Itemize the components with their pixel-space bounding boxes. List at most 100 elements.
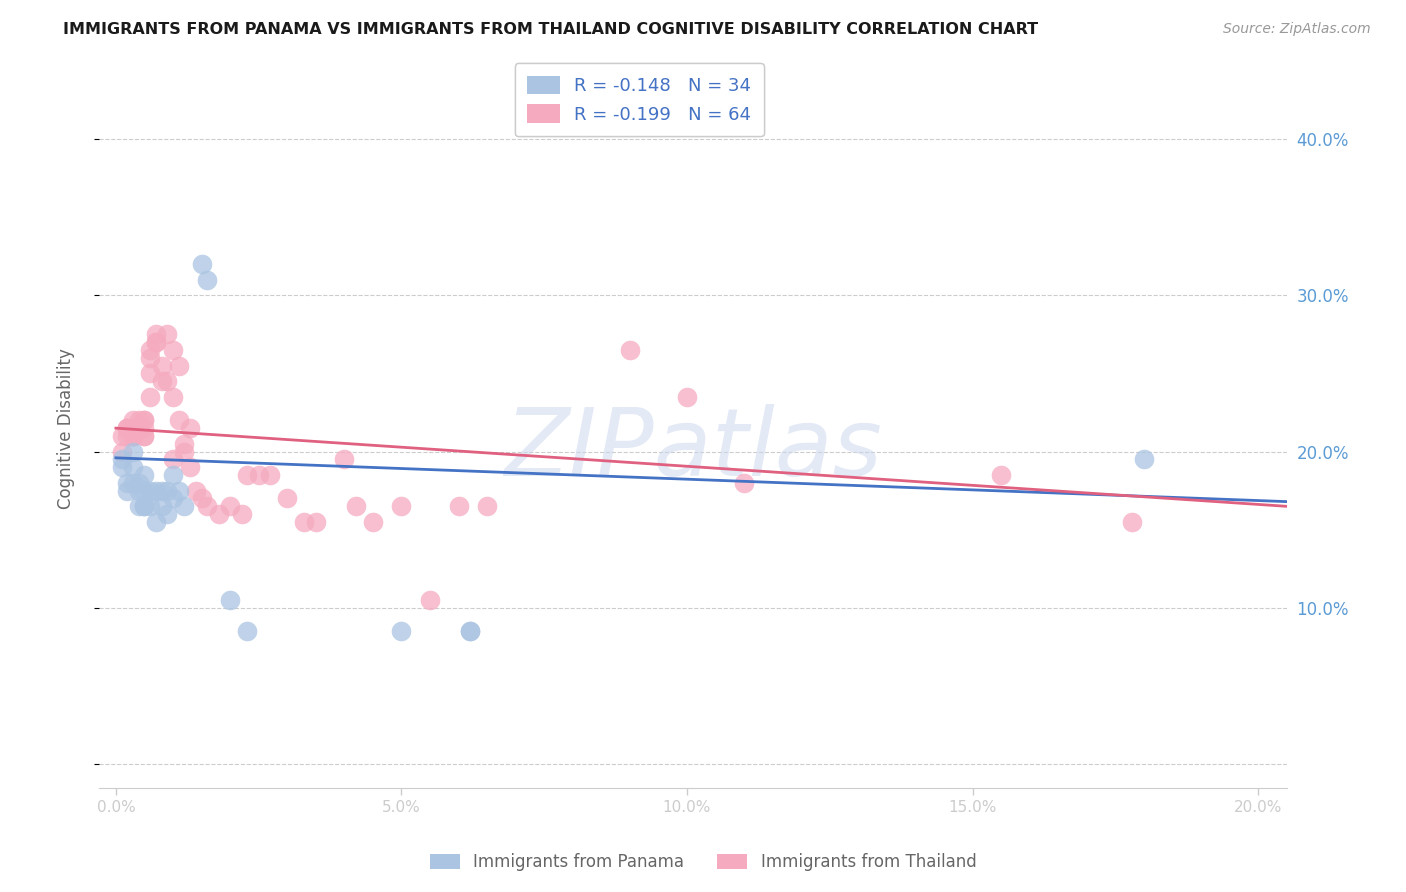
Point xyxy=(733,475,755,490)
Point xyxy=(447,500,470,514)
Text: ZIPatlas: ZIPatlas xyxy=(503,404,882,495)
Point xyxy=(111,452,134,467)
Point xyxy=(134,429,156,443)
Point xyxy=(122,429,145,443)
Point xyxy=(676,390,699,404)
Point xyxy=(145,335,167,350)
Point xyxy=(128,421,150,435)
Point xyxy=(1133,452,1156,467)
Y-axis label: Cognitive Disability: Cognitive Disability xyxy=(58,348,75,508)
Point xyxy=(134,413,156,427)
Point xyxy=(117,421,139,435)
Point xyxy=(259,468,281,483)
Point xyxy=(117,483,139,498)
Point xyxy=(128,413,150,427)
Point xyxy=(150,500,173,514)
Point xyxy=(122,460,145,475)
Point xyxy=(179,460,201,475)
Point xyxy=(162,491,184,506)
Point xyxy=(122,475,145,490)
Point xyxy=(117,475,139,490)
Point xyxy=(292,515,315,529)
Point xyxy=(139,351,162,365)
Point xyxy=(276,491,298,506)
Point xyxy=(139,390,162,404)
Point xyxy=(162,452,184,467)
Point xyxy=(173,444,195,458)
Point xyxy=(134,468,156,483)
Point xyxy=(236,468,259,483)
Point xyxy=(122,429,145,443)
Point xyxy=(150,483,173,498)
Point xyxy=(117,421,139,435)
Point xyxy=(236,624,259,639)
Point xyxy=(195,272,218,286)
Point xyxy=(231,507,253,521)
Point xyxy=(156,374,179,388)
Point xyxy=(111,460,134,475)
Point xyxy=(619,343,641,357)
Point xyxy=(128,475,150,490)
Point xyxy=(145,515,167,529)
Point xyxy=(134,500,156,514)
Point xyxy=(162,390,184,404)
Point xyxy=(190,491,212,506)
Point xyxy=(117,421,139,435)
Point xyxy=(122,413,145,427)
Point xyxy=(139,343,162,357)
Point xyxy=(344,500,367,514)
Point xyxy=(391,500,413,514)
Point xyxy=(139,500,162,514)
Point xyxy=(139,367,162,381)
Point xyxy=(128,421,150,435)
Point xyxy=(167,359,190,373)
Point xyxy=(190,257,212,271)
Point xyxy=(134,500,156,514)
Point xyxy=(458,624,481,639)
Point xyxy=(128,500,150,514)
Point xyxy=(156,327,179,342)
Point xyxy=(333,452,356,467)
Point xyxy=(150,359,173,373)
Text: Source: ZipAtlas.com: Source: ZipAtlas.com xyxy=(1223,22,1371,37)
Point xyxy=(184,483,207,498)
Point xyxy=(219,500,242,514)
Point xyxy=(1121,515,1143,529)
Legend: Immigrants from Panama, Immigrants from Thailand: Immigrants from Panama, Immigrants from … xyxy=(422,845,984,880)
Point xyxy=(145,327,167,342)
Point xyxy=(208,507,231,521)
Point xyxy=(150,374,173,388)
Text: IMMIGRANTS FROM PANAMA VS IMMIGRANTS FROM THAILAND COGNITIVE DISABILITY CORRELAT: IMMIGRANTS FROM PANAMA VS IMMIGRANTS FRO… xyxy=(63,22,1039,37)
Point xyxy=(128,421,150,435)
Point xyxy=(134,483,156,498)
Legend: R = -0.148   N = 34, R = -0.199   N = 64: R = -0.148 N = 34, R = -0.199 N = 64 xyxy=(515,63,763,136)
Point xyxy=(111,444,134,458)
Point xyxy=(122,429,145,443)
Point xyxy=(111,429,134,443)
Point xyxy=(179,421,201,435)
Point xyxy=(134,421,156,435)
Point xyxy=(475,500,498,514)
Point xyxy=(134,429,156,443)
Point xyxy=(128,483,150,498)
Point xyxy=(167,483,190,498)
Point xyxy=(134,413,156,427)
Point xyxy=(219,593,242,607)
Point xyxy=(156,507,179,521)
Point xyxy=(173,437,195,451)
Point xyxy=(361,515,384,529)
Point xyxy=(990,468,1012,483)
Point xyxy=(122,421,145,435)
Point xyxy=(139,483,162,498)
Point xyxy=(156,483,179,498)
Point xyxy=(122,444,145,458)
Point xyxy=(167,413,190,427)
Point xyxy=(458,624,481,639)
Point xyxy=(117,429,139,443)
Point xyxy=(247,468,270,483)
Point xyxy=(145,335,167,350)
Point xyxy=(173,500,195,514)
Point xyxy=(305,515,328,529)
Point xyxy=(419,593,441,607)
Point xyxy=(162,343,184,357)
